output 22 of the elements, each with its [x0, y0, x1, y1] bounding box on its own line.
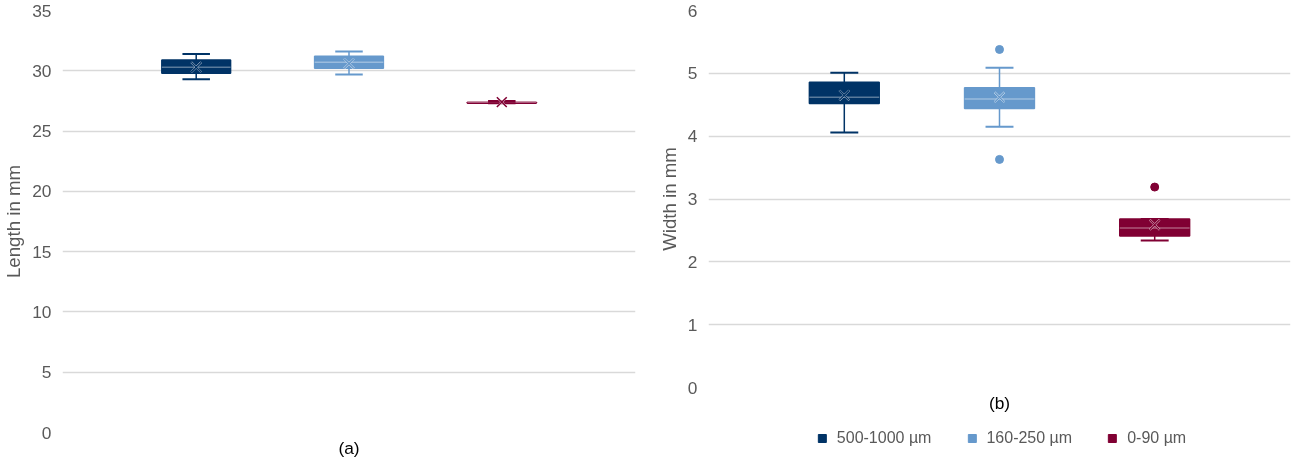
y-tick-label: 1 [687, 314, 698, 335]
legend-label: 500-1000 µm [836, 428, 932, 447]
y-tick-label: 20 [32, 181, 52, 202]
y-tick-label: 10 [32, 301, 52, 322]
y-tick-label: 5 [41, 362, 52, 383]
legend-label: 0-90 µm [1127, 428, 1187, 447]
y-tick-label: 15 [32, 241, 52, 262]
y-tick-label: 0 [41, 422, 52, 443]
y-axis-title: Length in mm [3, 164, 25, 279]
y-tick-label: 35 [32, 0, 52, 21]
y-axis-title: Width in mm [658, 147, 680, 251]
y-tick-label: 5 [687, 63, 698, 84]
y-tick-label: 25 [32, 121, 52, 142]
y-tick-label: 0 [687, 377, 698, 398]
y-tick-label: 3 [687, 189, 698, 209]
y-tick-label: 30 [32, 60, 52, 81]
x-axis-title: (b) [988, 392, 1011, 413]
x-axis-title: (a) [338, 437, 360, 458]
y-tick-label: 4 [687, 126, 698, 147]
y-tick-label: 2 [687, 251, 698, 272]
legend-label: 160-250 µm [986, 428, 1073, 447]
y-tick-label: 6 [687, 0, 698, 21]
